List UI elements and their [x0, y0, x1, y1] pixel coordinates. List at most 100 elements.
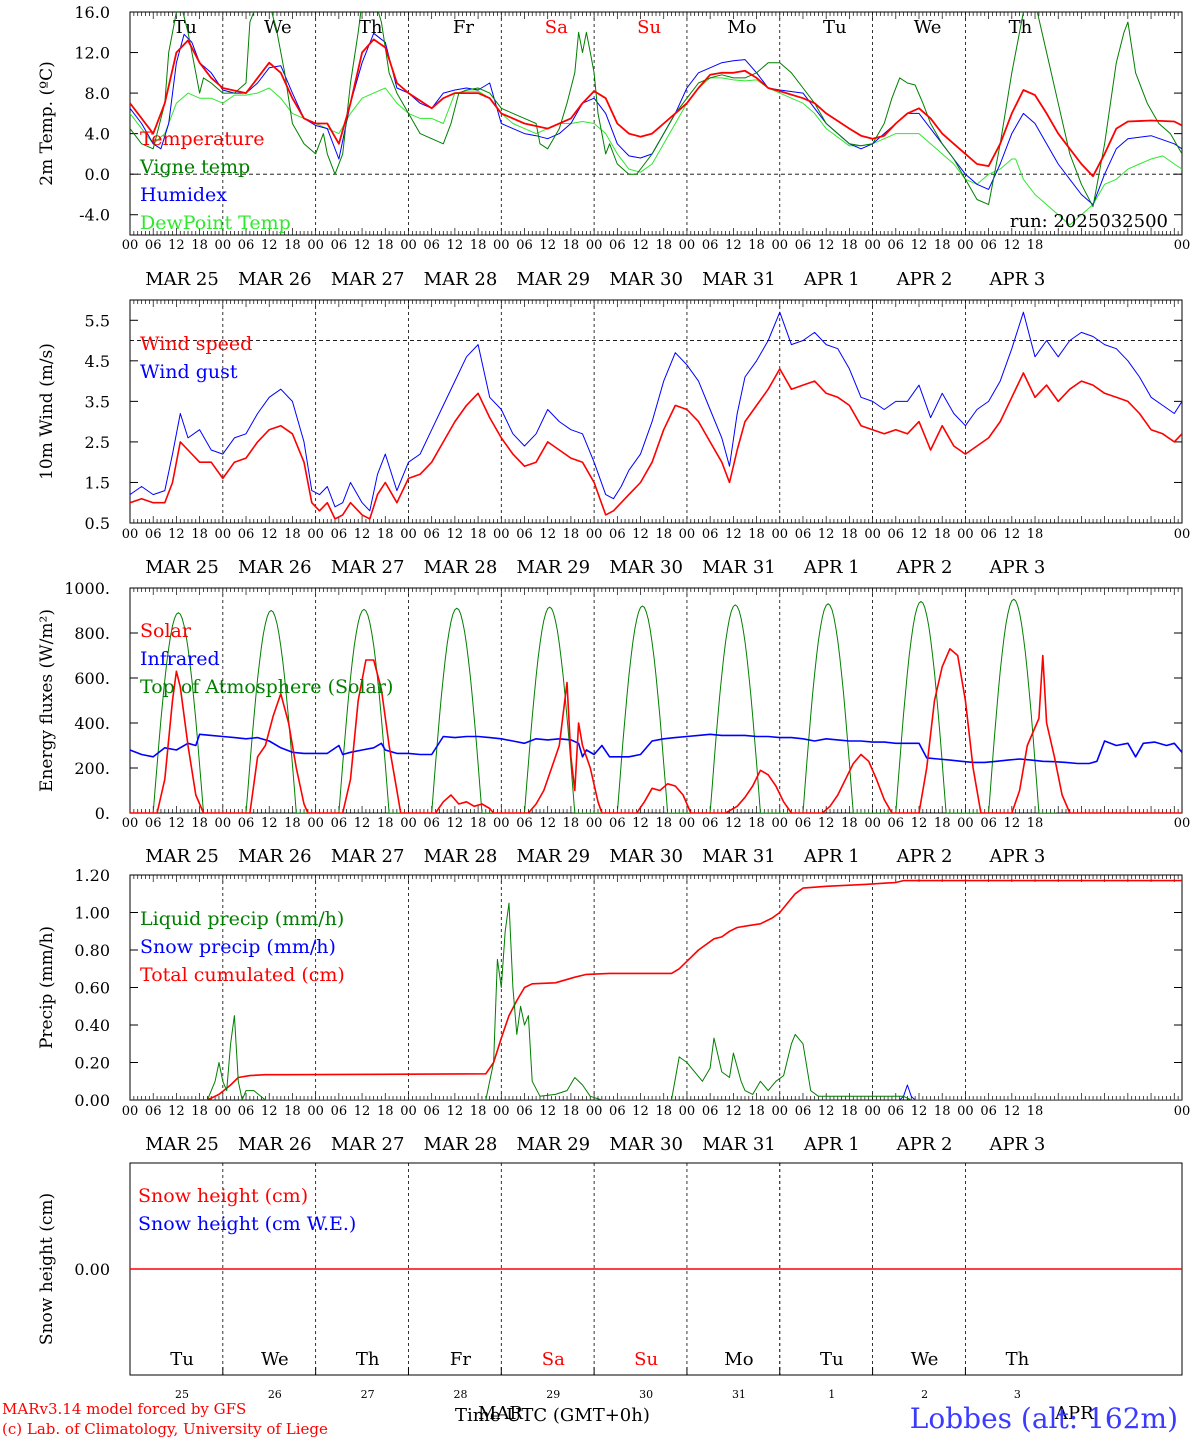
date-label: MAR 31: [702, 269, 776, 290]
series-wind-speed: [130, 368, 1182, 520]
y-axis-label: Energy fluxes (W/m²): [37, 609, 57, 792]
date-label: MAR 26: [238, 846, 312, 867]
legend-entry: Snow height (cm W.E.): [138, 1213, 356, 1235]
hour-tick-label: 18: [655, 1104, 672, 1119]
series-dewpoint-temp: [130, 77, 1182, 226]
date-label: MAR 27: [331, 846, 405, 867]
y-axis-label: Precip (mm/h): [37, 926, 57, 1049]
hour-tick-label: 18: [377, 527, 394, 542]
hour-tick-label: 18: [191, 816, 208, 831]
hour-tick-label: 12: [447, 238, 464, 253]
hour-tick-label: 18: [470, 1104, 487, 1119]
date-label: MAR 29: [516, 269, 590, 290]
hour-tick-label: 12: [725, 527, 742, 542]
hour-tick-label: 18: [655, 238, 672, 253]
day-number-label: 1: [828, 1388, 835, 1401]
y-tick-label: 2.5: [85, 433, 110, 452]
hour-tick-label: 12: [911, 816, 928, 831]
date-label: MAR 29: [516, 1134, 590, 1155]
hour-tick-label: 18: [841, 238, 858, 253]
day-number-label: 2: [921, 1388, 928, 1401]
date-label: APR 3: [988, 557, 1045, 578]
hour-tick-label: 00: [771, 1104, 788, 1119]
hour-tick-label: 00: [122, 238, 139, 253]
date-label: MAR 29: [516, 557, 590, 578]
hour-tick-label: 12: [539, 816, 556, 831]
hour-tick-label: 00: [957, 238, 974, 253]
lab-credit: (c) Lab. of Climatology, University of L…: [2, 1420, 328, 1438]
day-number-label: 3: [1014, 1388, 1021, 1401]
hour-tick-label: 18: [191, 527, 208, 542]
legend-entry: Snow height (cm): [138, 1185, 308, 1207]
hour-tick-label: 18: [563, 238, 580, 253]
hour-tick-label: 12: [632, 238, 649, 253]
y-tick-label: 3.5: [85, 392, 110, 411]
legend-entry: DewPoint Temp: [140, 212, 291, 234]
hour-tick-label: 00: [771, 527, 788, 542]
y-tick-label: 0.: [95, 804, 110, 823]
day-number-label: 28: [453, 1388, 467, 1401]
day-label: Tu: [173, 17, 197, 38]
hour-tick-label: 12: [168, 238, 185, 253]
y-tick-label: 8.0: [85, 84, 110, 103]
hour-tick-label: 00: [122, 816, 139, 831]
series-group: [130, 12, 1182, 226]
hour-tick-label: 06: [145, 238, 162, 253]
y-tick-label: 5.5: [85, 311, 110, 330]
date-label: MAR 27: [331, 269, 405, 290]
hour-tick-label: 00: [586, 527, 603, 542]
hour-tick-label: 00: [400, 238, 417, 253]
hour-tick-label: 18: [1027, 527, 1044, 542]
date-label: MAR 26: [238, 1134, 312, 1155]
hour-tick-label: 00: [679, 238, 696, 253]
hour-tick-label: 00: [1174, 238, 1191, 253]
hour-tick-label: 18: [934, 527, 951, 542]
hour-tick-label: 18: [563, 816, 580, 831]
day-label: We: [911, 1349, 939, 1370]
hour-tick-label: 00: [864, 527, 881, 542]
hour-tick-label: 12: [354, 1104, 371, 1119]
hour-tick-label: 06: [516, 527, 533, 542]
hour-tick-label: 06: [331, 527, 348, 542]
hour-tick-label: 12: [539, 238, 556, 253]
hour-tick-label: 12: [1004, 1104, 1021, 1119]
date-label: MAR 27: [331, 557, 405, 578]
hour-tick-label: 12: [447, 1104, 464, 1119]
series-wind-gust: [130, 311, 1182, 512]
day-number-label: 27: [361, 1388, 375, 1401]
hour-tick-label: 06: [795, 527, 812, 542]
hour-tick-label: 06: [609, 816, 626, 831]
hour-tick-label: 00: [679, 1104, 696, 1119]
y-tick-label: 1000.: [64, 579, 110, 598]
date-label: MAR 31: [702, 1134, 776, 1155]
hour-tick-label: 06: [423, 527, 440, 542]
hour-tick-label: 00: [957, 1104, 974, 1119]
day-label: Su: [634, 1349, 658, 1370]
legend-entry: Snow precip (mm/h): [140, 936, 336, 958]
series-infrared: [130, 733, 1182, 765]
hour-tick-label: 12: [261, 238, 278, 253]
y-tick-label: 1.20: [74, 866, 110, 885]
date-label: APR 1: [803, 846, 860, 867]
hour-tick-label: 00: [586, 816, 603, 831]
date-label: MAR 26: [238, 557, 312, 578]
y-tick-label: 600.: [74, 669, 110, 688]
hour-tick-label: 18: [934, 816, 951, 831]
run-annotation: run: 2025032500: [1010, 211, 1168, 232]
hour-tick-label: 12: [725, 238, 742, 253]
hour-tick-label: 00: [864, 238, 881, 253]
hour-tick-label: 00: [122, 1104, 139, 1119]
legend-entry: Solar: [140, 620, 192, 642]
hour-tick-label: 18: [1027, 1104, 1044, 1119]
hour-tick-label: 18: [191, 1104, 208, 1119]
date-label: MAR 30: [609, 1134, 683, 1155]
hour-tick-label: 12: [261, 816, 278, 831]
series-vigne-temp: [130, 12, 1182, 208]
hour-tick-label: 00: [864, 816, 881, 831]
hour-tick-label: 00: [957, 816, 974, 831]
date-label: APR 1: [803, 1134, 860, 1155]
hour-tick-label: 06: [888, 238, 905, 253]
hour-tick-label: 12: [447, 527, 464, 542]
series-group: [130, 598, 1182, 813]
hour-tick-label: 06: [238, 238, 255, 253]
